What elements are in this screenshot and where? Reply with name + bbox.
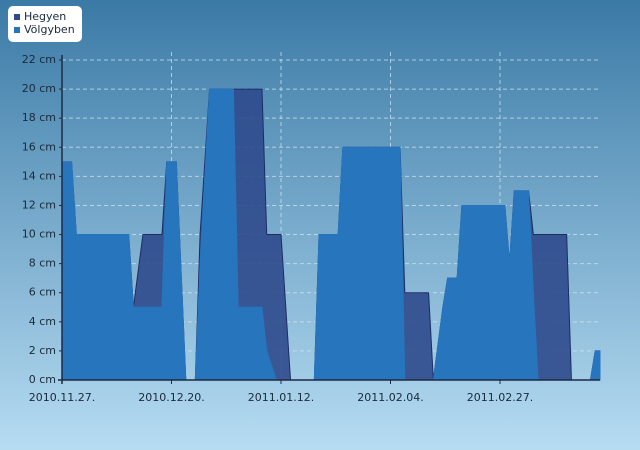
legend-box bbox=[8, 6, 82, 42]
y-tick-label: 6 cm bbox=[29, 286, 56, 299]
x-tick-label: 2011.01.12. bbox=[248, 391, 314, 404]
legend-swatch bbox=[14, 27, 20, 33]
y-tick-label: 14 cm bbox=[22, 169, 56, 182]
y-tick-label: 20 cm bbox=[22, 82, 56, 95]
x-tick-label: 2010.12.20. bbox=[138, 391, 204, 404]
x-tick-label: 2011.02.04. bbox=[357, 391, 423, 404]
legend-label: Hegyen bbox=[24, 10, 66, 23]
legend-swatch bbox=[14, 14, 20, 20]
y-tick-label: 4 cm bbox=[29, 315, 56, 328]
y-tick-label: 10 cm bbox=[22, 228, 56, 241]
x-tick-label: 2011.02.27. bbox=[467, 391, 533, 404]
y-tick-label: 22 cm bbox=[22, 53, 56, 66]
y-tick-label: 16 cm bbox=[22, 140, 56, 153]
y-tick-label: 0 cm bbox=[29, 373, 56, 386]
y-tick-label: 18 cm bbox=[22, 111, 56, 124]
y-tick-label: 8 cm bbox=[29, 257, 56, 270]
y-tick-label: 12 cm bbox=[22, 198, 56, 211]
x-tick-label: 2010.11.27. bbox=[29, 391, 95, 404]
y-tick-label: 2 cm bbox=[29, 344, 56, 357]
legend-label: Völgyben bbox=[24, 23, 75, 36]
plot bbox=[61, 52, 601, 381]
area bbox=[61, 88, 601, 381]
